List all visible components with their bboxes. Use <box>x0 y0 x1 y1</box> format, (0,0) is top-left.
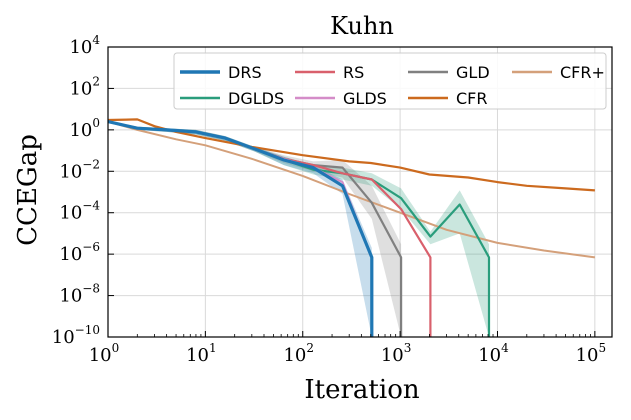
chart-title: Kuhn <box>330 12 394 40</box>
legend-label-gld: GLD <box>456 63 490 82</box>
band-drs <box>108 120 372 337</box>
y-tick-label: 10−10 <box>52 323 100 348</box>
series-lines <box>107 118 596 337</box>
legend-label-drs: DRS <box>228 63 262 82</box>
line-glds <box>107 120 373 337</box>
band-dglds <box>108 120 489 337</box>
y-axis-label: CCEGap <box>13 134 43 246</box>
x-tick-label: 100 <box>89 341 120 366</box>
y-tick-label: 102 <box>69 74 100 99</box>
x-tick-label: 103 <box>381 341 412 366</box>
legend-label-dglds: DGLDS <box>228 89 284 108</box>
legend-label-cfr-: CFR+ <box>560 63 605 82</box>
legend: DRS RS GLD CFR+ DGLDS GLDS CFR <box>173 52 607 110</box>
y-tick-label: 10−6 <box>59 240 100 265</box>
line-cfr- <box>107 120 596 259</box>
y-tick-label: 100 <box>69 116 100 141</box>
plot-frame <box>107 46 613 338</box>
confidence-bands <box>108 120 489 337</box>
x-tick-label: 104 <box>478 341 509 366</box>
axis-ticks: 100 101 102 103 104 105 10−10 10−8 10−6 10−4 10−2 1… <box>52 33 606 366</box>
legend-box <box>173 52 607 110</box>
y-tick-label: 104 <box>69 33 100 58</box>
y-tick-label: 10−8 <box>59 282 100 307</box>
x-tick-label: 101 <box>186 341 217 366</box>
legend-label-cfr: CFR <box>456 89 488 108</box>
legend-label-glds: GLDS <box>343 89 387 108</box>
x-axis-label: Iteration <box>304 375 419 405</box>
x-tick-label: 102 <box>283 341 314 366</box>
legend-label-rs: RS <box>343 63 364 82</box>
y-tick-label: 10−4 <box>59 199 100 224</box>
y-tick-label: 10−2 <box>59 157 100 182</box>
x-tick-label: 105 <box>576 341 607 366</box>
line-drs <box>107 120 374 337</box>
